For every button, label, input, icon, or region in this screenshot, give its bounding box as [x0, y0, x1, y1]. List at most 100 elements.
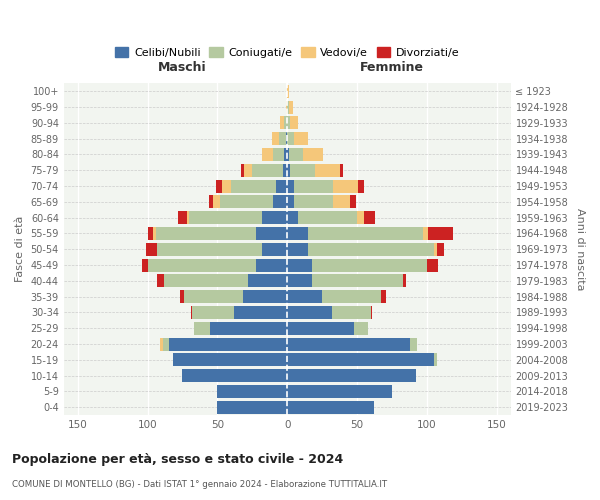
Text: Femmine: Femmine: [360, 61, 424, 74]
Bar: [287, 85, 289, 98]
Bar: [287, 290, 322, 303]
Bar: [256, 258, 287, 272]
Bar: [248, 274, 287, 287]
Bar: [169, 338, 287, 350]
Bar: [184, 290, 242, 303]
Bar: [262, 211, 287, 224]
Bar: [358, 180, 364, 192]
Bar: [234, 306, 287, 319]
Bar: [286, 132, 287, 145]
Bar: [220, 196, 273, 208]
Bar: [287, 180, 294, 192]
Bar: [313, 274, 403, 287]
Bar: [290, 116, 298, 130]
Bar: [332, 306, 371, 319]
Bar: [315, 164, 340, 176]
Bar: [287, 196, 294, 208]
Bar: [302, 148, 323, 161]
Bar: [160, 338, 163, 350]
Bar: [371, 306, 373, 319]
Bar: [284, 116, 287, 130]
Bar: [256, 227, 287, 240]
Bar: [163, 338, 169, 350]
Bar: [308, 243, 434, 256]
Bar: [192, 306, 234, 319]
Bar: [178, 211, 187, 224]
Bar: [290, 164, 315, 176]
Bar: [287, 274, 313, 287]
Bar: [287, 354, 434, 366]
Bar: [244, 164, 252, 176]
Bar: [287, 116, 290, 130]
Bar: [294, 196, 333, 208]
Bar: [156, 227, 256, 240]
Bar: [272, 132, 279, 145]
Bar: [148, 227, 153, 240]
Bar: [284, 148, 287, 161]
Bar: [428, 227, 454, 240]
Bar: [287, 164, 290, 176]
Bar: [187, 211, 190, 224]
Bar: [173, 354, 287, 366]
Bar: [146, 243, 157, 256]
Bar: [403, 274, 406, 287]
Bar: [322, 290, 381, 303]
Bar: [289, 100, 293, 114]
Bar: [333, 180, 358, 192]
Bar: [287, 385, 392, 398]
Bar: [340, 164, 343, 176]
Text: COMUNE DI MONTELLO (BG) - Dati ISTAT 1° gennaio 2024 - Elaborazione TUTTITALIA.I: COMUNE DI MONTELLO (BG) - Dati ISTAT 1° …: [12, 480, 387, 489]
Bar: [164, 274, 248, 287]
Bar: [422, 227, 428, 240]
Bar: [221, 180, 232, 192]
Bar: [287, 401, 374, 413]
Bar: [157, 274, 164, 287]
Bar: [279, 132, 286, 145]
Bar: [217, 385, 287, 398]
Bar: [298, 211, 357, 224]
Bar: [308, 227, 422, 240]
Bar: [287, 211, 298, 224]
Bar: [350, 196, 356, 208]
Bar: [190, 211, 262, 224]
Bar: [287, 132, 294, 145]
Bar: [287, 100, 289, 114]
Bar: [153, 227, 156, 240]
Bar: [287, 148, 289, 161]
Bar: [287, 227, 308, 240]
Bar: [381, 290, 386, 303]
Bar: [252, 164, 283, 176]
Bar: [217, 401, 287, 413]
Bar: [148, 258, 256, 272]
Bar: [280, 116, 284, 130]
Bar: [273, 196, 287, 208]
Text: Maschi: Maschi: [158, 61, 207, 74]
Bar: [157, 243, 262, 256]
Bar: [216, 180, 221, 192]
Bar: [357, 211, 364, 224]
Bar: [179, 290, 184, 303]
Bar: [333, 196, 350, 208]
Bar: [287, 243, 308, 256]
Bar: [287, 369, 416, 382]
Y-axis label: Anni di nascita: Anni di nascita: [575, 208, 585, 290]
Bar: [211, 322, 287, 334]
Bar: [287, 306, 332, 319]
Bar: [434, 354, 437, 366]
Bar: [209, 196, 213, 208]
Bar: [262, 243, 287, 256]
Bar: [437, 243, 443, 256]
Bar: [287, 322, 354, 334]
Bar: [364, 211, 375, 224]
Bar: [276, 180, 287, 192]
Bar: [262, 148, 273, 161]
Bar: [191, 306, 192, 319]
Bar: [427, 258, 438, 272]
Bar: [142, 258, 148, 272]
Bar: [354, 322, 368, 334]
Bar: [182, 369, 287, 382]
Legend: Celibi/Nubili, Coniugati/e, Vedovi/e, Divorziati/e: Celibi/Nubili, Coniugati/e, Vedovi/e, Di…: [110, 42, 464, 62]
Bar: [213, 196, 220, 208]
Bar: [286, 100, 287, 114]
Bar: [410, 338, 417, 350]
